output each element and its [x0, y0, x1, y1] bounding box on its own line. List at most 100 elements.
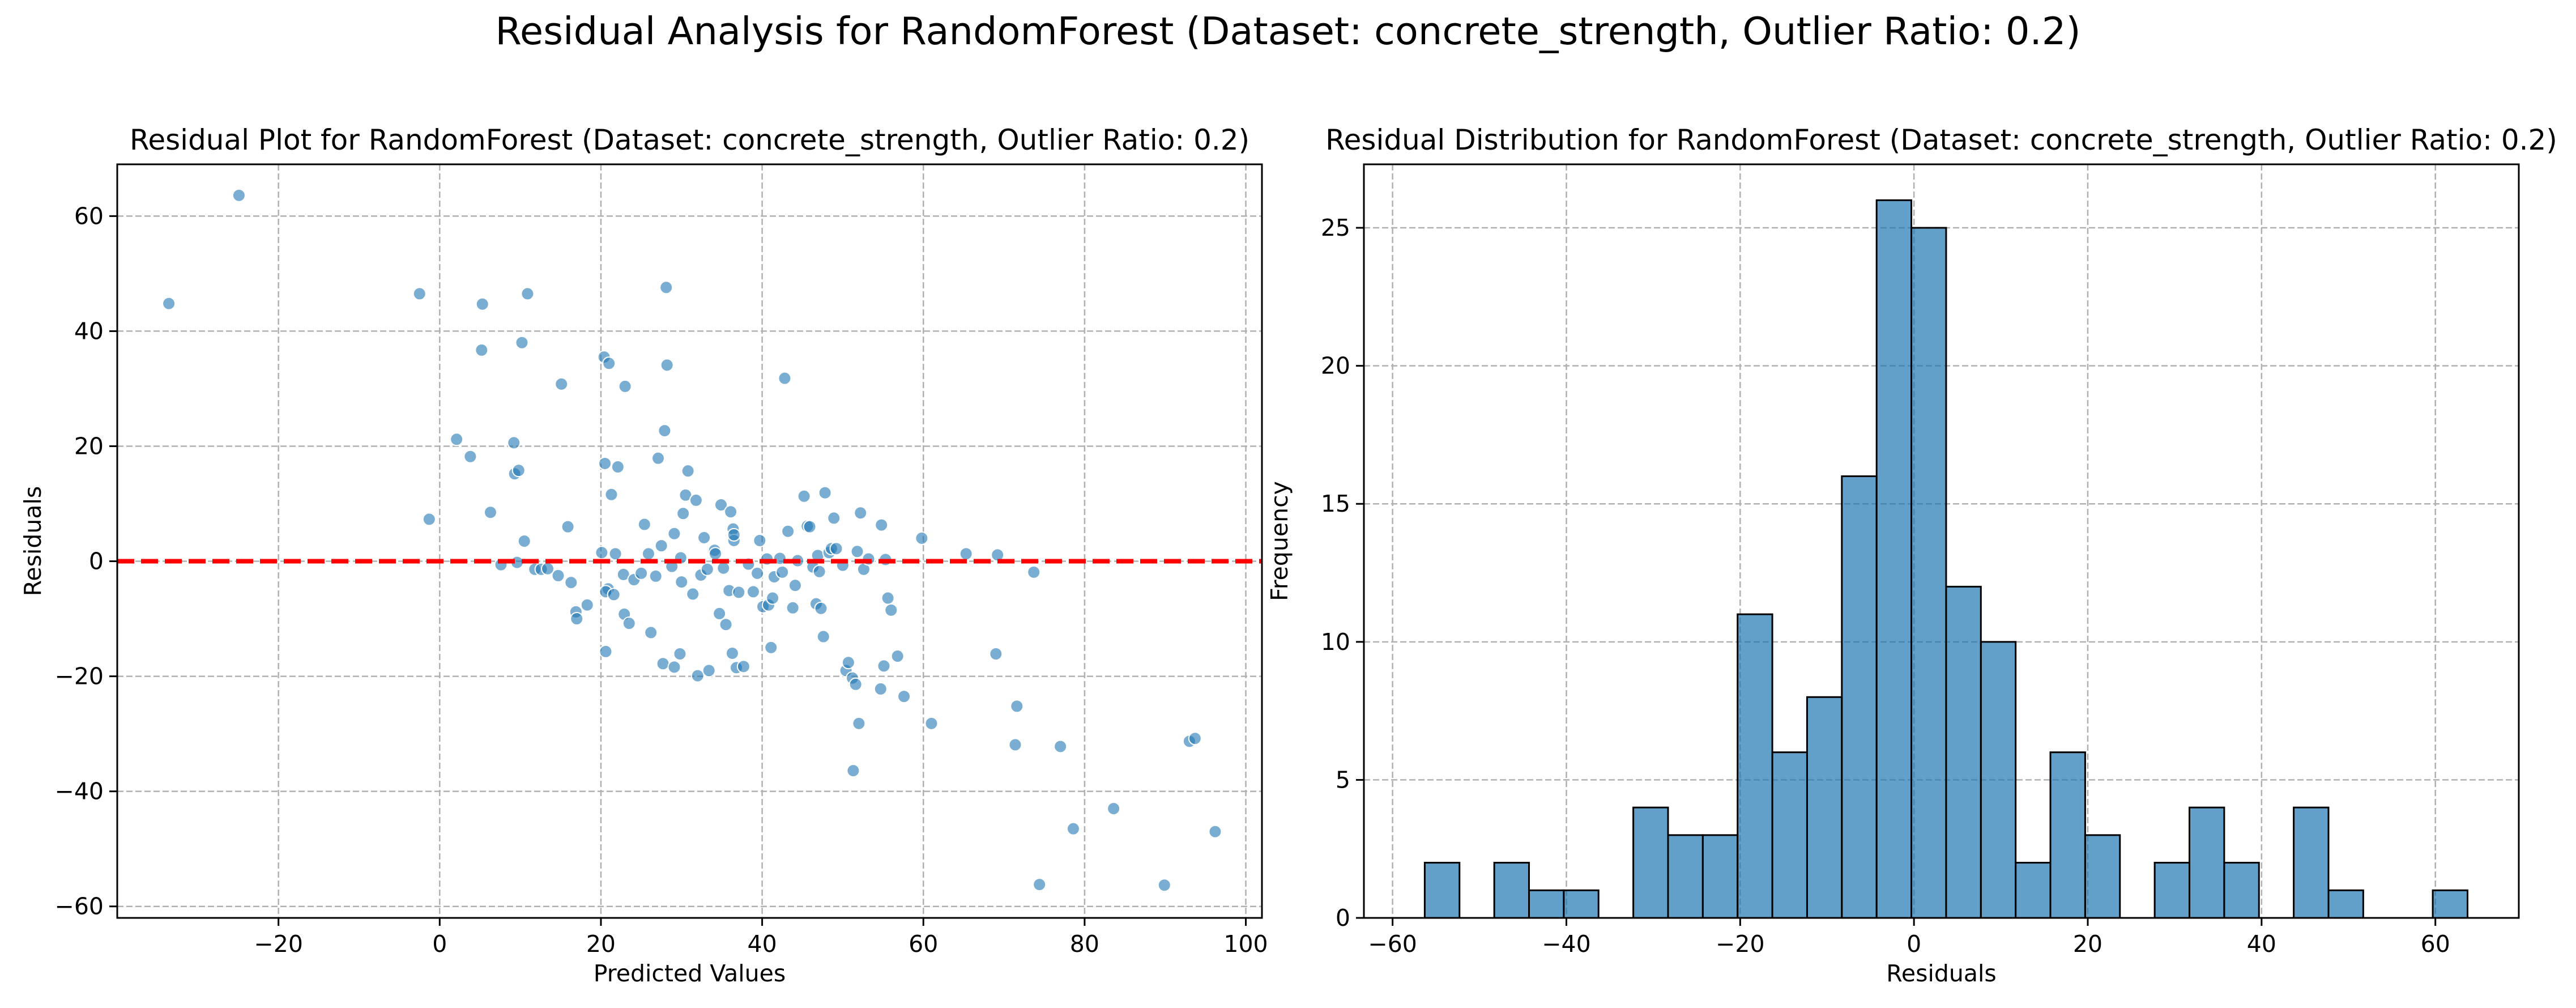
residual-point [689, 493, 703, 507]
residual-point [162, 296, 176, 311]
residual-point [788, 579, 802, 593]
residual-point [1066, 822, 1080, 836]
histogram-bar [2223, 862, 2260, 919]
residual-point [555, 377, 569, 391]
residual-point [651, 451, 665, 465]
s-x-tick-label: 40 [748, 930, 777, 958]
residual-point [719, 618, 733, 632]
residual-point [812, 564, 826, 579]
histogram-bar [1563, 889, 1600, 919]
residual-point [714, 498, 728, 512]
s-y-tick-label: 0 [89, 548, 104, 575]
scatter-title: Residual Plot for RandomForest (Dataset:… [130, 124, 1249, 156]
histogram-bar [2084, 834, 2121, 919]
residual-point [608, 547, 622, 561]
histogram-bar [1910, 227, 1947, 919]
residual-point [877, 659, 891, 673]
histogram-bars [1423, 199, 2468, 919]
histogram-bar [1667, 834, 1704, 919]
residual-point [507, 436, 521, 450]
residual-point [724, 505, 738, 519]
residual-point [644, 626, 658, 640]
residual-point [846, 764, 860, 778]
residual-point [816, 630, 830, 644]
s-x-tick-label: 20 [586, 930, 616, 958]
residual-point [667, 660, 681, 674]
residual-point [604, 487, 619, 501]
residual-point [732, 585, 746, 599]
figure-suptitle: Residual Analysis for RandomForest (Data… [495, 9, 2080, 53]
scatter-y-axis-label: Residuals [19, 486, 46, 597]
residual-point [875, 518, 889, 532]
residual-point [658, 424, 672, 438]
residual-point [852, 716, 866, 730]
residual-point [827, 511, 841, 525]
histogram-x-axis-label: Residuals [1886, 960, 1997, 987]
residual-point [517, 534, 531, 548]
residual-point [915, 531, 929, 545]
residual-point [515, 335, 529, 350]
s-x-tick-label: 60 [909, 930, 938, 958]
residual-point [841, 656, 855, 670]
residual-point [884, 603, 898, 617]
residual-point [727, 528, 741, 542]
residual-point [818, 486, 832, 500]
residual-point [598, 456, 612, 470]
residual-point [1107, 802, 1121, 816]
residual-point [564, 576, 578, 590]
residual-point [656, 657, 670, 671]
histogram-title: Residual Distribution for RandomForest (… [1325, 124, 2557, 156]
residual-point [766, 591, 780, 605]
residual-point [881, 591, 895, 605]
s-x-tick-label: 0 [432, 930, 447, 958]
residual-point [1157, 878, 1171, 892]
residual-point [551, 568, 565, 582]
residual-point [1208, 824, 1222, 839]
h-y-tick-label: 15 [1321, 490, 1350, 517]
histogram-bar [2153, 862, 2191, 919]
residual-point [702, 664, 716, 678]
residual-point [511, 463, 526, 478]
residual-point [1027, 565, 1041, 579]
histogram-x-ticks: −60 −40 −20 0 20 40 60 [1368, 918, 2450, 958]
residual-point [580, 598, 594, 612]
scatter-x-axis-label: Predicted Values [594, 960, 786, 987]
histogram-axes-frame [1363, 163, 2520, 919]
residual-point [924, 716, 939, 730]
residual-point [848, 677, 863, 691]
residual-point [775, 565, 790, 579]
s-y-tick-label: −20 [54, 663, 104, 690]
scatter-x-ticks: −20 0 20 40 60 80 100 [254, 918, 1268, 958]
scatter-points [162, 188, 1222, 892]
h-x-tick-label: 40 [2247, 930, 2276, 958]
residual-point [1008, 738, 1022, 752]
s-y-tick-label: 20 [74, 432, 104, 460]
h-y-tick-label: 25 [1321, 214, 1350, 241]
residual-point [725, 646, 739, 660]
residual-point [750, 566, 765, 580]
residual-point [1188, 731, 1202, 746]
residual-point [450, 432, 464, 446]
residual-point [675, 575, 689, 589]
residual-point [736, 660, 750, 674]
histogram-bar [2189, 806, 2225, 919]
residual-point [1010, 699, 1024, 713]
residual-point [829, 542, 843, 556]
h-y-tick-label: 20 [1321, 352, 1350, 380]
residual-point [595, 546, 609, 560]
residual-point [697, 530, 711, 545]
histogram-bar [1423, 862, 1461, 919]
residual-point [676, 507, 690, 521]
h-x-tick-label: −20 [1716, 930, 1765, 958]
h-y-tick-label: 0 [1336, 904, 1350, 932]
residual-point [463, 449, 477, 463]
histogram-bar [2015, 862, 2052, 919]
residual-point [570, 612, 584, 626]
h-x-tick-label: −60 [1368, 930, 1417, 958]
residual-point [561, 520, 575, 534]
h-x-tick-label: −40 [1542, 930, 1591, 958]
histogram-bar [1528, 889, 1565, 919]
residual-point [781, 524, 795, 538]
residual-point [797, 489, 811, 503]
